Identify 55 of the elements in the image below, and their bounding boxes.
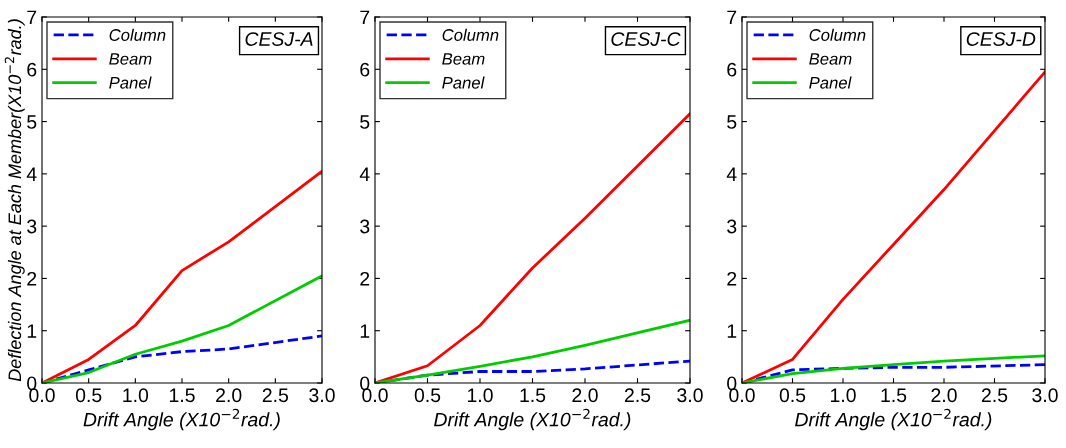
x-tick-label: 1.0 — [467, 388, 493, 403]
x-tick-label: 3.0 — [309, 388, 335, 403]
x-tick-label: 3.0 — [1032, 388, 1058, 403]
x-axis-title: Drift Angle (X10$^{−2}$rad.) — [434, 408, 631, 431]
x-tick-label: 0.5 — [779, 388, 806, 403]
x-tick-label: 2.5 — [981, 388, 1008, 403]
x-tick-label: 2.5 — [262, 388, 289, 403]
x-tick-label: 1.0 — [830, 388, 856, 403]
legend-label: Beam — [442, 53, 485, 65]
y-tick-label: 5 — [727, 115, 737, 129]
y-tick-label: 6 — [360, 62, 370, 77]
x-tick-label: 1.0 — [123, 388, 149, 403]
text: CESJ-A — [245, 32, 313, 46]
y-tick-label: 7 — [27, 10, 37, 25]
y-tick-label: 4 — [726, 167, 737, 181]
y-tick-label: 7 — [360, 10, 370, 25]
y-tick-label: 1 — [27, 324, 37, 338]
legend-label: Column — [809, 28, 866, 41]
text: CESJ-D — [966, 32, 1036, 46]
legend-label: Column — [109, 28, 166, 41]
legend-label: Panel — [442, 76, 485, 89]
legend-label: Column — [442, 28, 499, 41]
legend-label: Beam — [109, 53, 152, 65]
y-tick-label: 3 — [727, 219, 737, 234]
y-tick-label: 6 — [27, 62, 37, 77]
y-tick-label: 6 — [727, 62, 737, 77]
x-tick-label: 0.5 — [75, 388, 102, 403]
y-tick-label: 5 — [27, 115, 37, 129]
y-axis-title: Deflection Angle at Each Member(X10$^{−2}$rad.) — [4, 19, 25, 382]
legend-label: Panel — [109, 76, 152, 89]
y-tick-label: 7 — [727, 10, 737, 25]
y-tick-label: 2 — [727, 271, 737, 286]
y-tick-label: 4 — [26, 167, 37, 181]
text: CESJ-C — [611, 32, 681, 46]
y-tick-label: 2 — [360, 271, 370, 286]
x-tick-label: 2.5 — [624, 388, 651, 403]
x-tick-label: 0.5 — [414, 388, 441, 403]
x-axis-title: Drift Angle (X10$^{−2}$rad.) — [83, 408, 280, 431]
y-tick-label: 3 — [360, 219, 370, 234]
x-tick-label: 2.0 — [216, 388, 242, 403]
legend-label: Panel — [809, 76, 852, 89]
y-tick-label: 1 — [360, 324, 370, 338]
x-tick-label: 1.5 — [169, 388, 195, 403]
x-tick-label: 1.5 — [520, 388, 546, 403]
x-tick-label: 1.5 — [881, 388, 907, 403]
y-tick-label: 1 — [727, 324, 737, 338]
legend-label: Beam — [809, 53, 852, 65]
x-axis-title: Drift Angle (X10$^{−2}$rad.) — [795, 408, 992, 431]
y-tick-label: 4 — [359, 167, 370, 181]
x-tick-label: 2.0 — [572, 388, 598, 403]
y-tick-label: 2 — [27, 271, 37, 286]
y-tick-label: 3 — [27, 219, 37, 234]
y-tick-label: 5 — [360, 115, 370, 129]
x-tick-label: 2.0 — [931, 388, 957, 403]
x-tick-label: 3.0 — [677, 388, 703, 403]
